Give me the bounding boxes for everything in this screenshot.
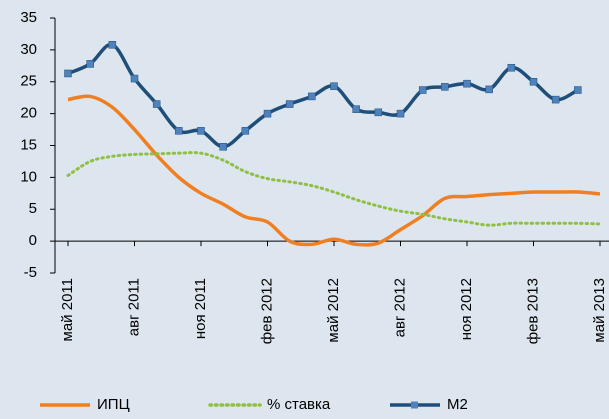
x-tick-label: авг 2012 bbox=[391, 278, 408, 337]
marker bbox=[263, 109, 272, 118]
x-tick-label: май 2013 bbox=[591, 278, 608, 343]
x-tick-label: ноя 2011 bbox=[192, 278, 209, 339]
y-tick-label: 15 bbox=[20, 136, 37, 153]
y-tick-label: 0 bbox=[29, 232, 37, 249]
marker bbox=[574, 86, 582, 94]
marker bbox=[308, 92, 316, 101]
y-tick-label: 30 bbox=[20, 41, 37, 58]
series-line bbox=[66, 151, 602, 227]
series-line bbox=[67, 42, 579, 149]
marker bbox=[108, 41, 117, 49]
marker bbox=[418, 86, 427, 94]
y-tick-label: 25 bbox=[20, 73, 37, 90]
x-tick-label: май 2012 bbox=[325, 278, 342, 343]
marker bbox=[64, 69, 72, 78]
marker bbox=[507, 63, 516, 72]
marker bbox=[529, 78, 538, 86]
marker bbox=[86, 60, 94, 68]
y-tick-label: 10 bbox=[20, 168, 37, 185]
marker bbox=[463, 79, 471, 88]
marker bbox=[219, 143, 227, 151]
marker bbox=[551, 95, 560, 104]
x-tick-label: фев 2013 bbox=[524, 278, 541, 344]
marker bbox=[241, 127, 250, 135]
x-tick-label: авг 2011 bbox=[125, 278, 142, 336]
marker bbox=[441, 83, 449, 91]
marker bbox=[152, 100, 161, 108]
marker bbox=[485, 85, 493, 94]
legend-marker bbox=[411, 401, 418, 409]
y-tick-label: 35 bbox=[20, 9, 37, 26]
x-tick-label: фев 2012 bbox=[258, 278, 275, 344]
marker bbox=[330, 82, 338, 90]
x-tick-label: май 2011 bbox=[59, 278, 76, 341]
marker bbox=[352, 105, 360, 113]
legend-label: ИПЦ bbox=[97, 396, 130, 413]
x-tick-label: ноя 2012 bbox=[458, 278, 475, 340]
y-tick-label: 20 bbox=[20, 105, 37, 122]
marker bbox=[175, 127, 183, 135]
y-tick-label: -5 bbox=[24, 264, 37, 281]
marker bbox=[197, 127, 205, 135]
marker bbox=[130, 74, 139, 83]
marker bbox=[396, 109, 405, 118]
legend-label: M2 bbox=[447, 396, 468, 413]
marker bbox=[285, 100, 294, 108]
legend-label: % ставка bbox=[267, 396, 331, 413]
y-tick-label: 5 bbox=[29, 200, 37, 217]
marker bbox=[374, 108, 383, 117]
